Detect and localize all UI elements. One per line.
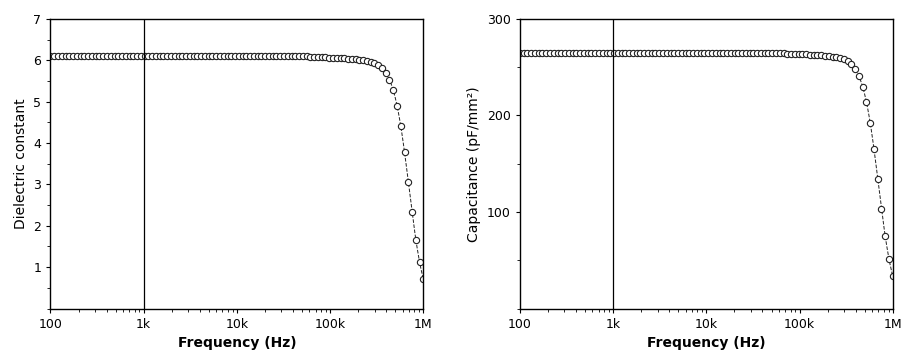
X-axis label: Frequency (Hz): Frequency (Hz): [647, 336, 766, 350]
Y-axis label: Dielectric constant: Dielectric constant: [14, 98, 27, 229]
X-axis label: Frequency (Hz): Frequency (Hz): [178, 336, 296, 350]
Y-axis label: Capacitance (pF/mm²): Capacitance (pF/mm²): [467, 86, 482, 242]
